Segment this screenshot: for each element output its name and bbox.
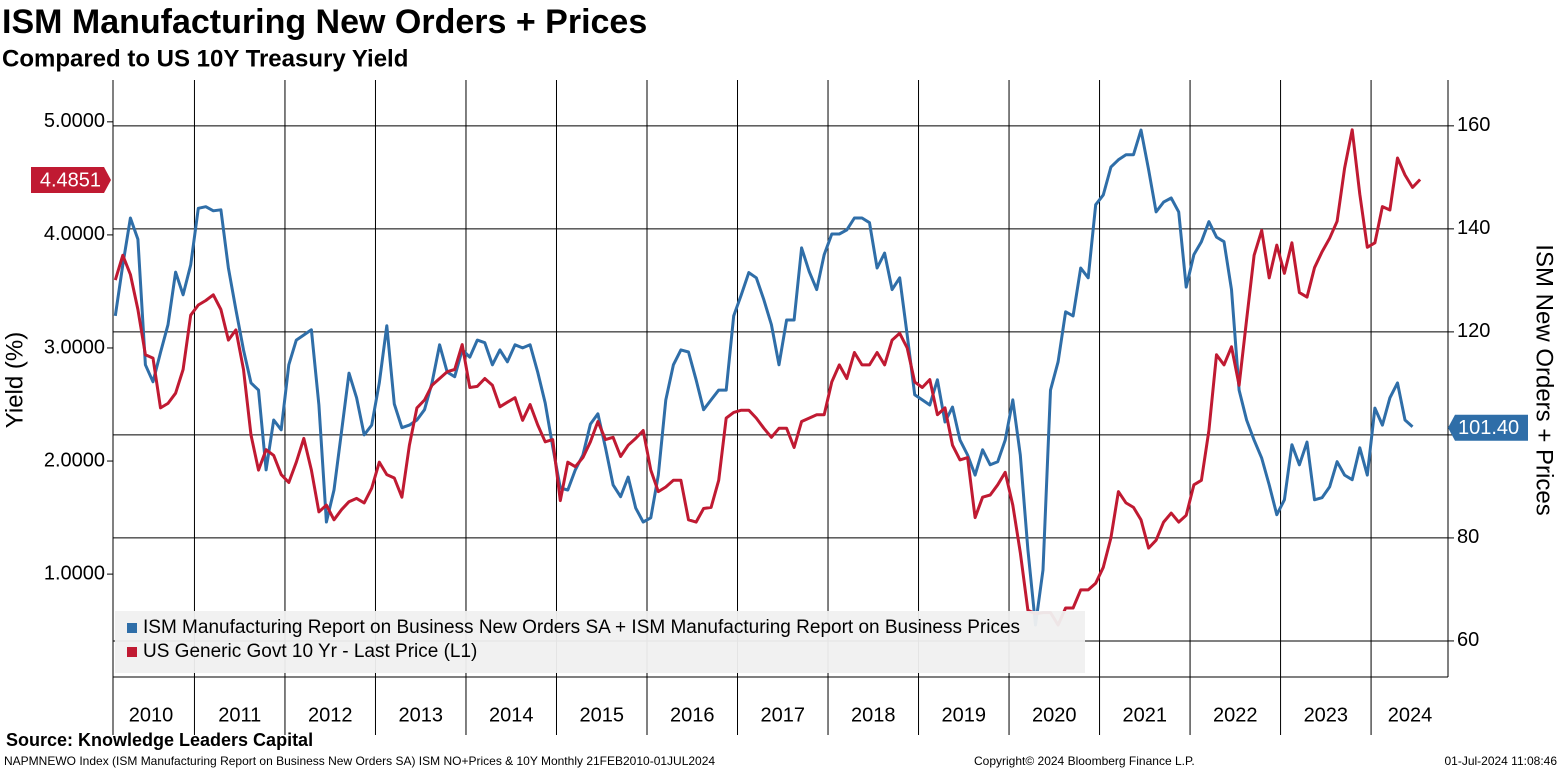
chart-subtitle: Compared to US 10Y Treasury Yield [2,45,408,72]
footer-center: Copyright© 2024 Bloomberg Finance L.P. [974,754,1195,768]
series-line [113,128,1414,627]
legend-box [115,611,1085,673]
x-tick-label: 2020 [1032,704,1077,726]
last-value-box [1448,414,1528,441]
y2-tick-label: 140 [1457,217,1490,239]
legend-label: US Generic Govt 10 Yr - Last Price (L1) [143,641,477,662]
y-tick-label: 3.0000 [44,336,105,358]
x-tick-label: 2019 [942,704,987,726]
series-line [113,128,1422,627]
legend-swatch [127,647,137,657]
x-tick-label: 2011 [218,704,261,726]
legend-swatch [127,623,137,633]
x-tick-label: 2021 [1123,704,1168,726]
y2-tick-label: 80 [1457,526,1479,548]
y2-axis-title: ISM New Orders + Prices [1531,244,1558,515]
chart-title: ISM Manufacturing New Orders + Prices [2,3,647,41]
legend: ISM Manufacturing Report on Business New… [115,611,1085,673]
x-tick-label: 2022 [1213,704,1258,726]
last-value-label: 4.4851 [40,169,101,191]
x-tick-label: 2013 [398,704,443,726]
last-value-label: 101.40 [1458,417,1519,439]
footer-left: NAPMNEWO Index (ISM Manufacturing Report… [4,754,715,768]
y-tick-label: 1.0000 [44,562,105,584]
x-tick-label: 2015 [579,704,624,726]
x-tick-label: 2016 [670,704,715,726]
x-tick-label: 2017 [761,704,806,726]
source: Source: Knowledge Leaders Capital [6,730,313,750]
x-tick-label: 2014 [489,704,534,726]
x-tick-label: 2012 [308,704,353,726]
x-tick-label: 2024 [1388,704,1433,726]
y2-tick-label: 120 [1457,320,1490,342]
y-tick-label: 2.0000 [44,449,105,471]
y-tick-label: 4.0000 [44,223,105,245]
legend-label: ISM Manufacturing Report on Business New… [143,617,1020,638]
x-tick-label: 2018 [851,704,896,726]
footer-right: 01-Jul-2024 11:08:46 [1444,754,1557,768]
y2-tick-label: 60 [1457,629,1479,651]
y-tick-label: 5.0000 [44,110,105,132]
y2-tick-label: 160 [1457,114,1490,136]
x-tick-label: 2010 [129,704,174,726]
y-axis-title: Yield (%) [1,332,28,428]
x-tick-label: 2023 [1304,704,1349,726]
last-value-box [31,167,111,194]
